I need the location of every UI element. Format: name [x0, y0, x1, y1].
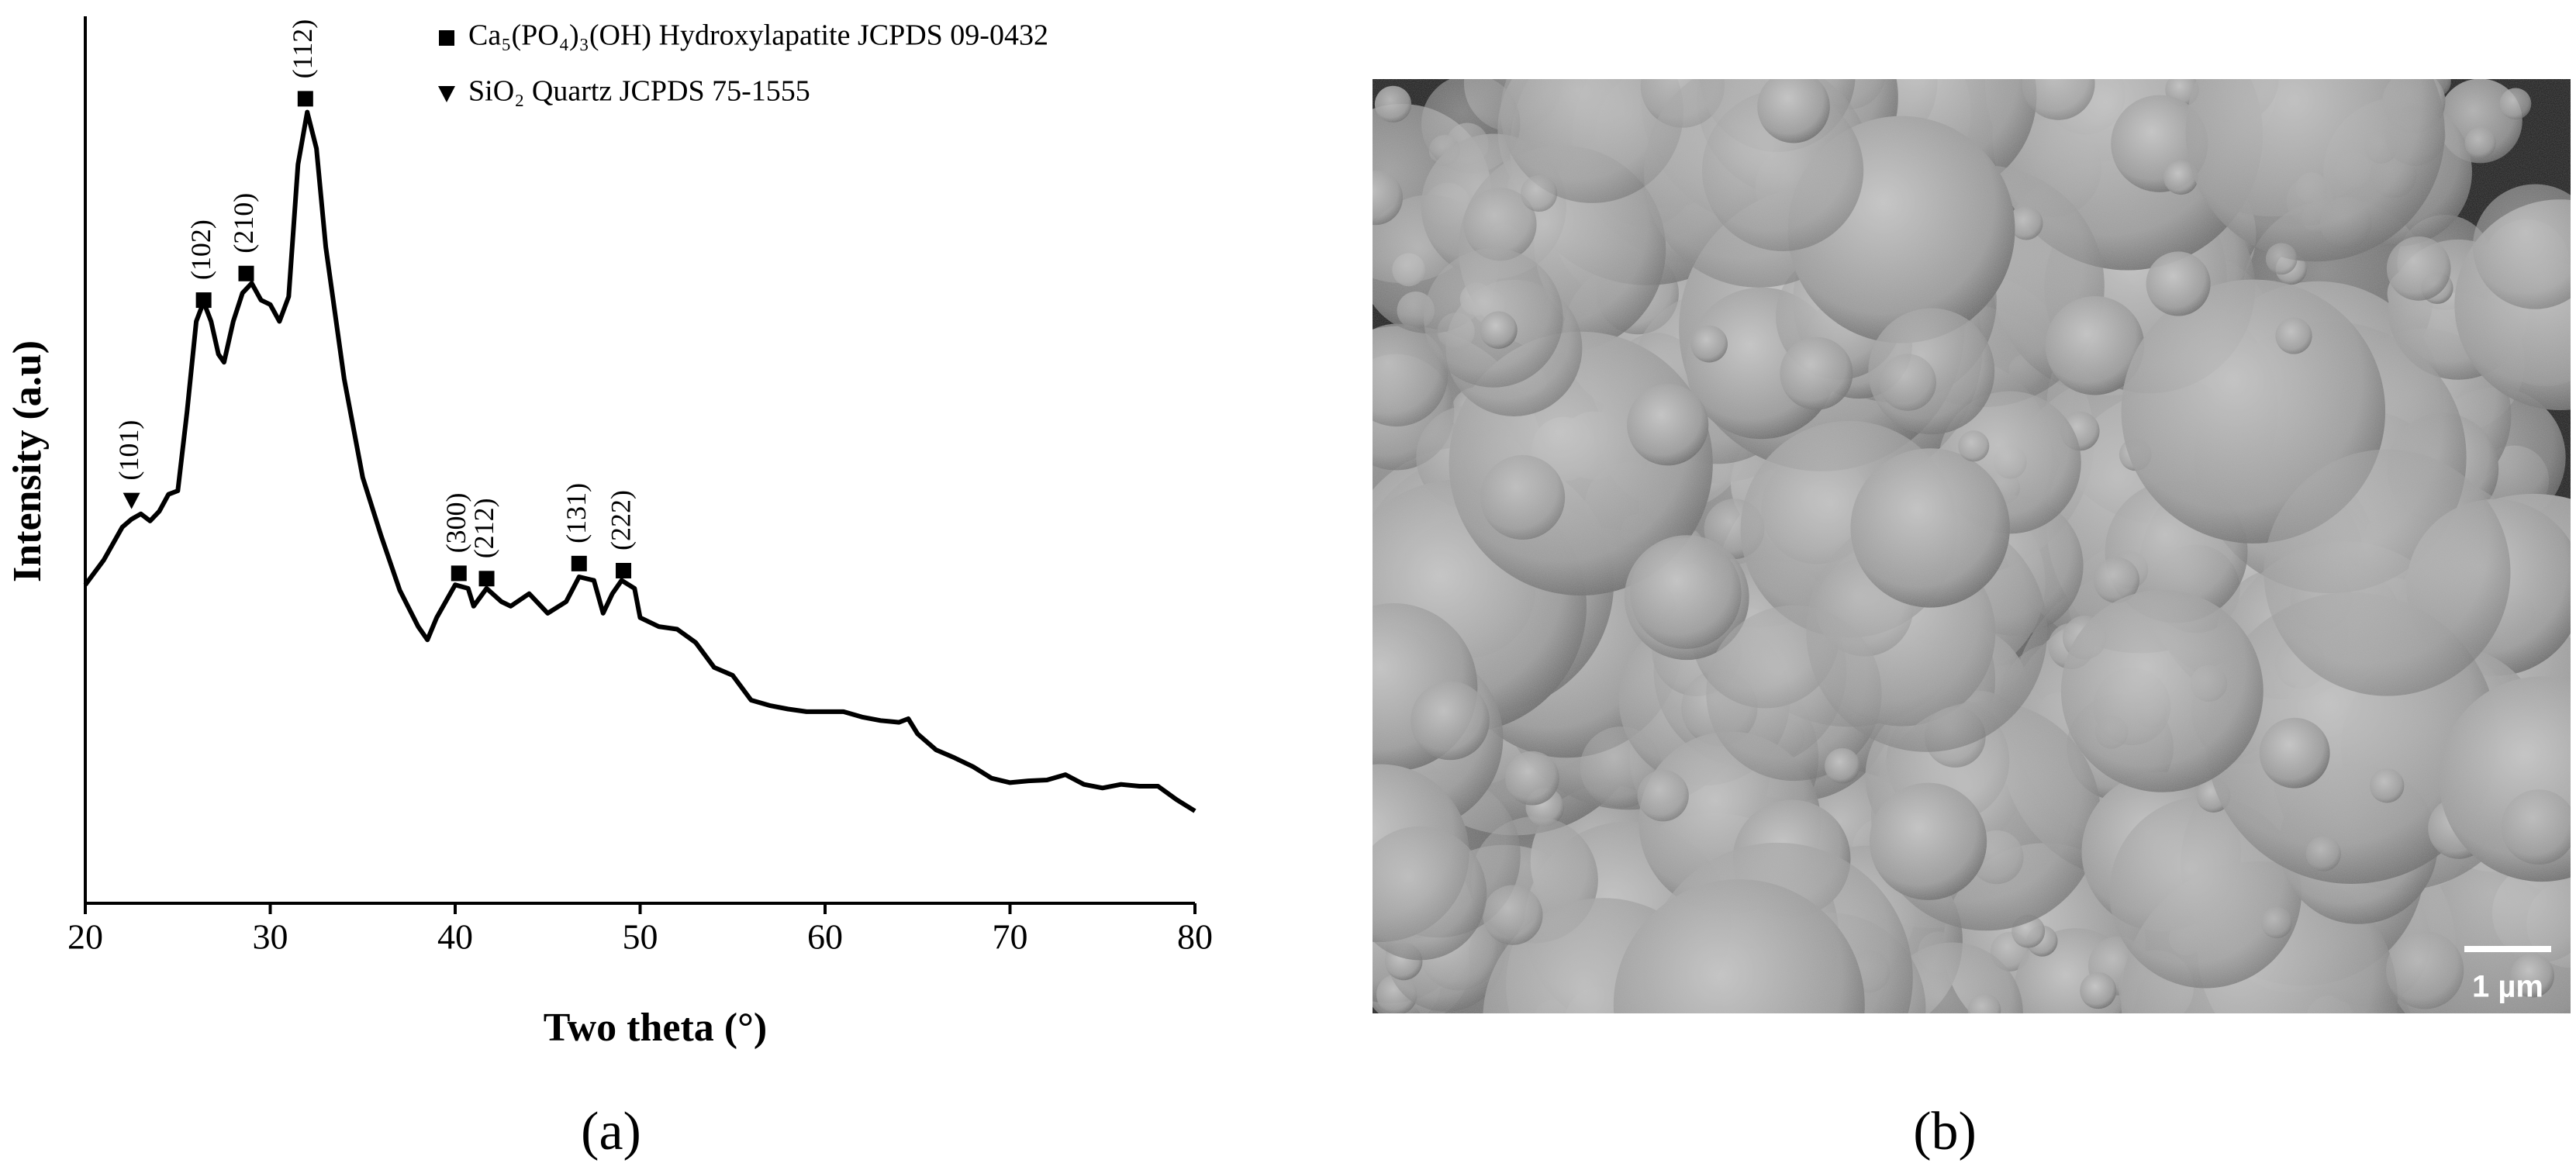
peak-label: (102) — [185, 219, 216, 280]
panel-label: (b) — [1913, 1102, 1977, 1161]
peak-label: (212) — [468, 498, 499, 558]
square-marker — [195, 292, 212, 309]
panel-label: (a) — [581, 1102, 641, 1161]
x-tick-label: 70 — [993, 917, 1028, 957]
legend-label: SiO₂ Quartz JCPDS 75-1555 — [468, 75, 810, 108]
scale-bar-label: 1 µm — [2472, 970, 2543, 1004]
peak-label: (101) — [113, 420, 144, 481]
y-axis-title: Intensity (a.u) — [5, 340, 50, 582]
square-marker — [616, 563, 632, 578]
peak-label: (210) — [228, 193, 259, 254]
sem-noise — [1373, 79, 2571, 1013]
xrd-line — [83, 109, 1196, 813]
peak-label: (112) — [287, 19, 318, 79]
square-marker — [238, 265, 254, 281]
legend-label: Ca₅(PO₄)₃(OH) Hydroxylapatite JCPDS 09-0… — [468, 19, 1048, 52]
peak-label: (300) — [440, 492, 471, 553]
square-marker — [439, 30, 454, 46]
square-marker — [571, 555, 587, 571]
x-tick-label: 30 — [253, 917, 288, 957]
x-axis-title: Two theta (°) — [544, 1006, 767, 1050]
square-marker — [451, 565, 467, 582]
square-marker — [478, 571, 495, 587]
x-tick-label: 80 — [1177, 917, 1213, 957]
x-tick-label: 20 — [67, 917, 103, 957]
x-tick-label: 50 — [623, 917, 658, 957]
triangle-marker — [123, 492, 140, 509]
square-marker — [297, 91, 313, 107]
x-tick-label: 40 — [437, 917, 473, 957]
x-tick-label: 60 — [807, 917, 843, 957]
peak-label: (222) — [605, 490, 636, 550]
peak-label: (131) — [561, 483, 592, 544]
triangle-marker — [438, 86, 455, 102]
